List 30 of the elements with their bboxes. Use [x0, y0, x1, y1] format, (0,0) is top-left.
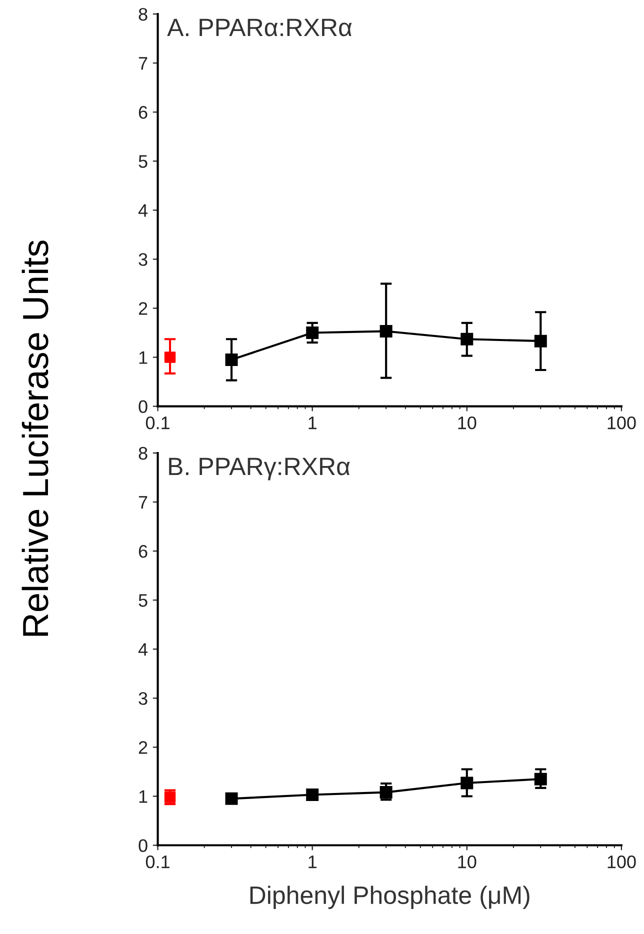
- y-tick-label: 1: [139, 790, 148, 803]
- y-tick-label: 0: [138, 839, 148, 852]
- chart-title: A. PPARα:RXRα: [167, 18, 352, 36]
- y-tick-label: 3: [138, 692, 148, 705]
- y-tick-label: 4: [138, 643, 148, 656]
- x-tick-label: 100: [608, 855, 636, 868]
- x-tick-label: 0.1: [146, 855, 170, 868]
- y-tick-label: 2: [138, 302, 148, 315]
- x-tick-label: 100: [608, 416, 636, 430]
- y-tick-label: 5: [138, 155, 148, 168]
- y-tick-label: 2: [138, 741, 148, 754]
- y-tick-label: 1: [139, 351, 148, 364]
- chart-title: B. PPARγ:RXRα: [169, 458, 350, 480]
- y-tick-label: 6: [138, 544, 148, 558]
- y-tick-label: 0: [138, 400, 148, 414]
- y-tick-label: 7: [138, 496, 148, 509]
- y-tick-label: 5: [138, 594, 148, 607]
- y-tick-label: 4: [138, 204, 148, 217]
- y-tick-label: 7: [138, 57, 148, 70]
- y-tick-label: 8: [138, 446, 148, 460]
- x-tick-label: 1: [308, 856, 316, 868]
- y-tick-label: 8: [138, 8, 148, 21]
- x-tick-label: 10: [458, 416, 476, 430]
- x-tick-label: 10: [458, 855, 476, 868]
- x-axis-title: Diphenyl Phosphate (μM): [250, 886, 530, 910]
- y-tick-label: 6: [138, 106, 148, 119]
- y-axis-title: Relative Luciferase Units: [22, 240, 48, 636]
- y-tick-label: 3: [138, 253, 148, 266]
- x-tick-label: 0.1: [146, 416, 170, 430]
- x-tick-label: 1: [308, 416, 316, 430]
